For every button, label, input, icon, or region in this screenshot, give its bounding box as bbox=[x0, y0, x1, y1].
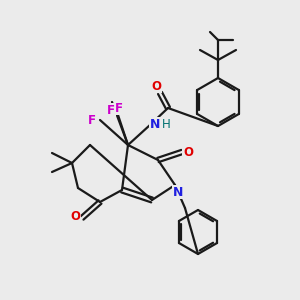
Text: F: F bbox=[88, 115, 96, 128]
Text: F: F bbox=[115, 101, 123, 115]
Text: N: N bbox=[173, 185, 183, 199]
Text: H: H bbox=[162, 118, 170, 131]
Text: O: O bbox=[70, 209, 80, 223]
Text: O: O bbox=[151, 80, 161, 92]
Text: N: N bbox=[150, 118, 160, 130]
Text: O: O bbox=[183, 146, 193, 158]
Text: F: F bbox=[107, 103, 115, 116]
